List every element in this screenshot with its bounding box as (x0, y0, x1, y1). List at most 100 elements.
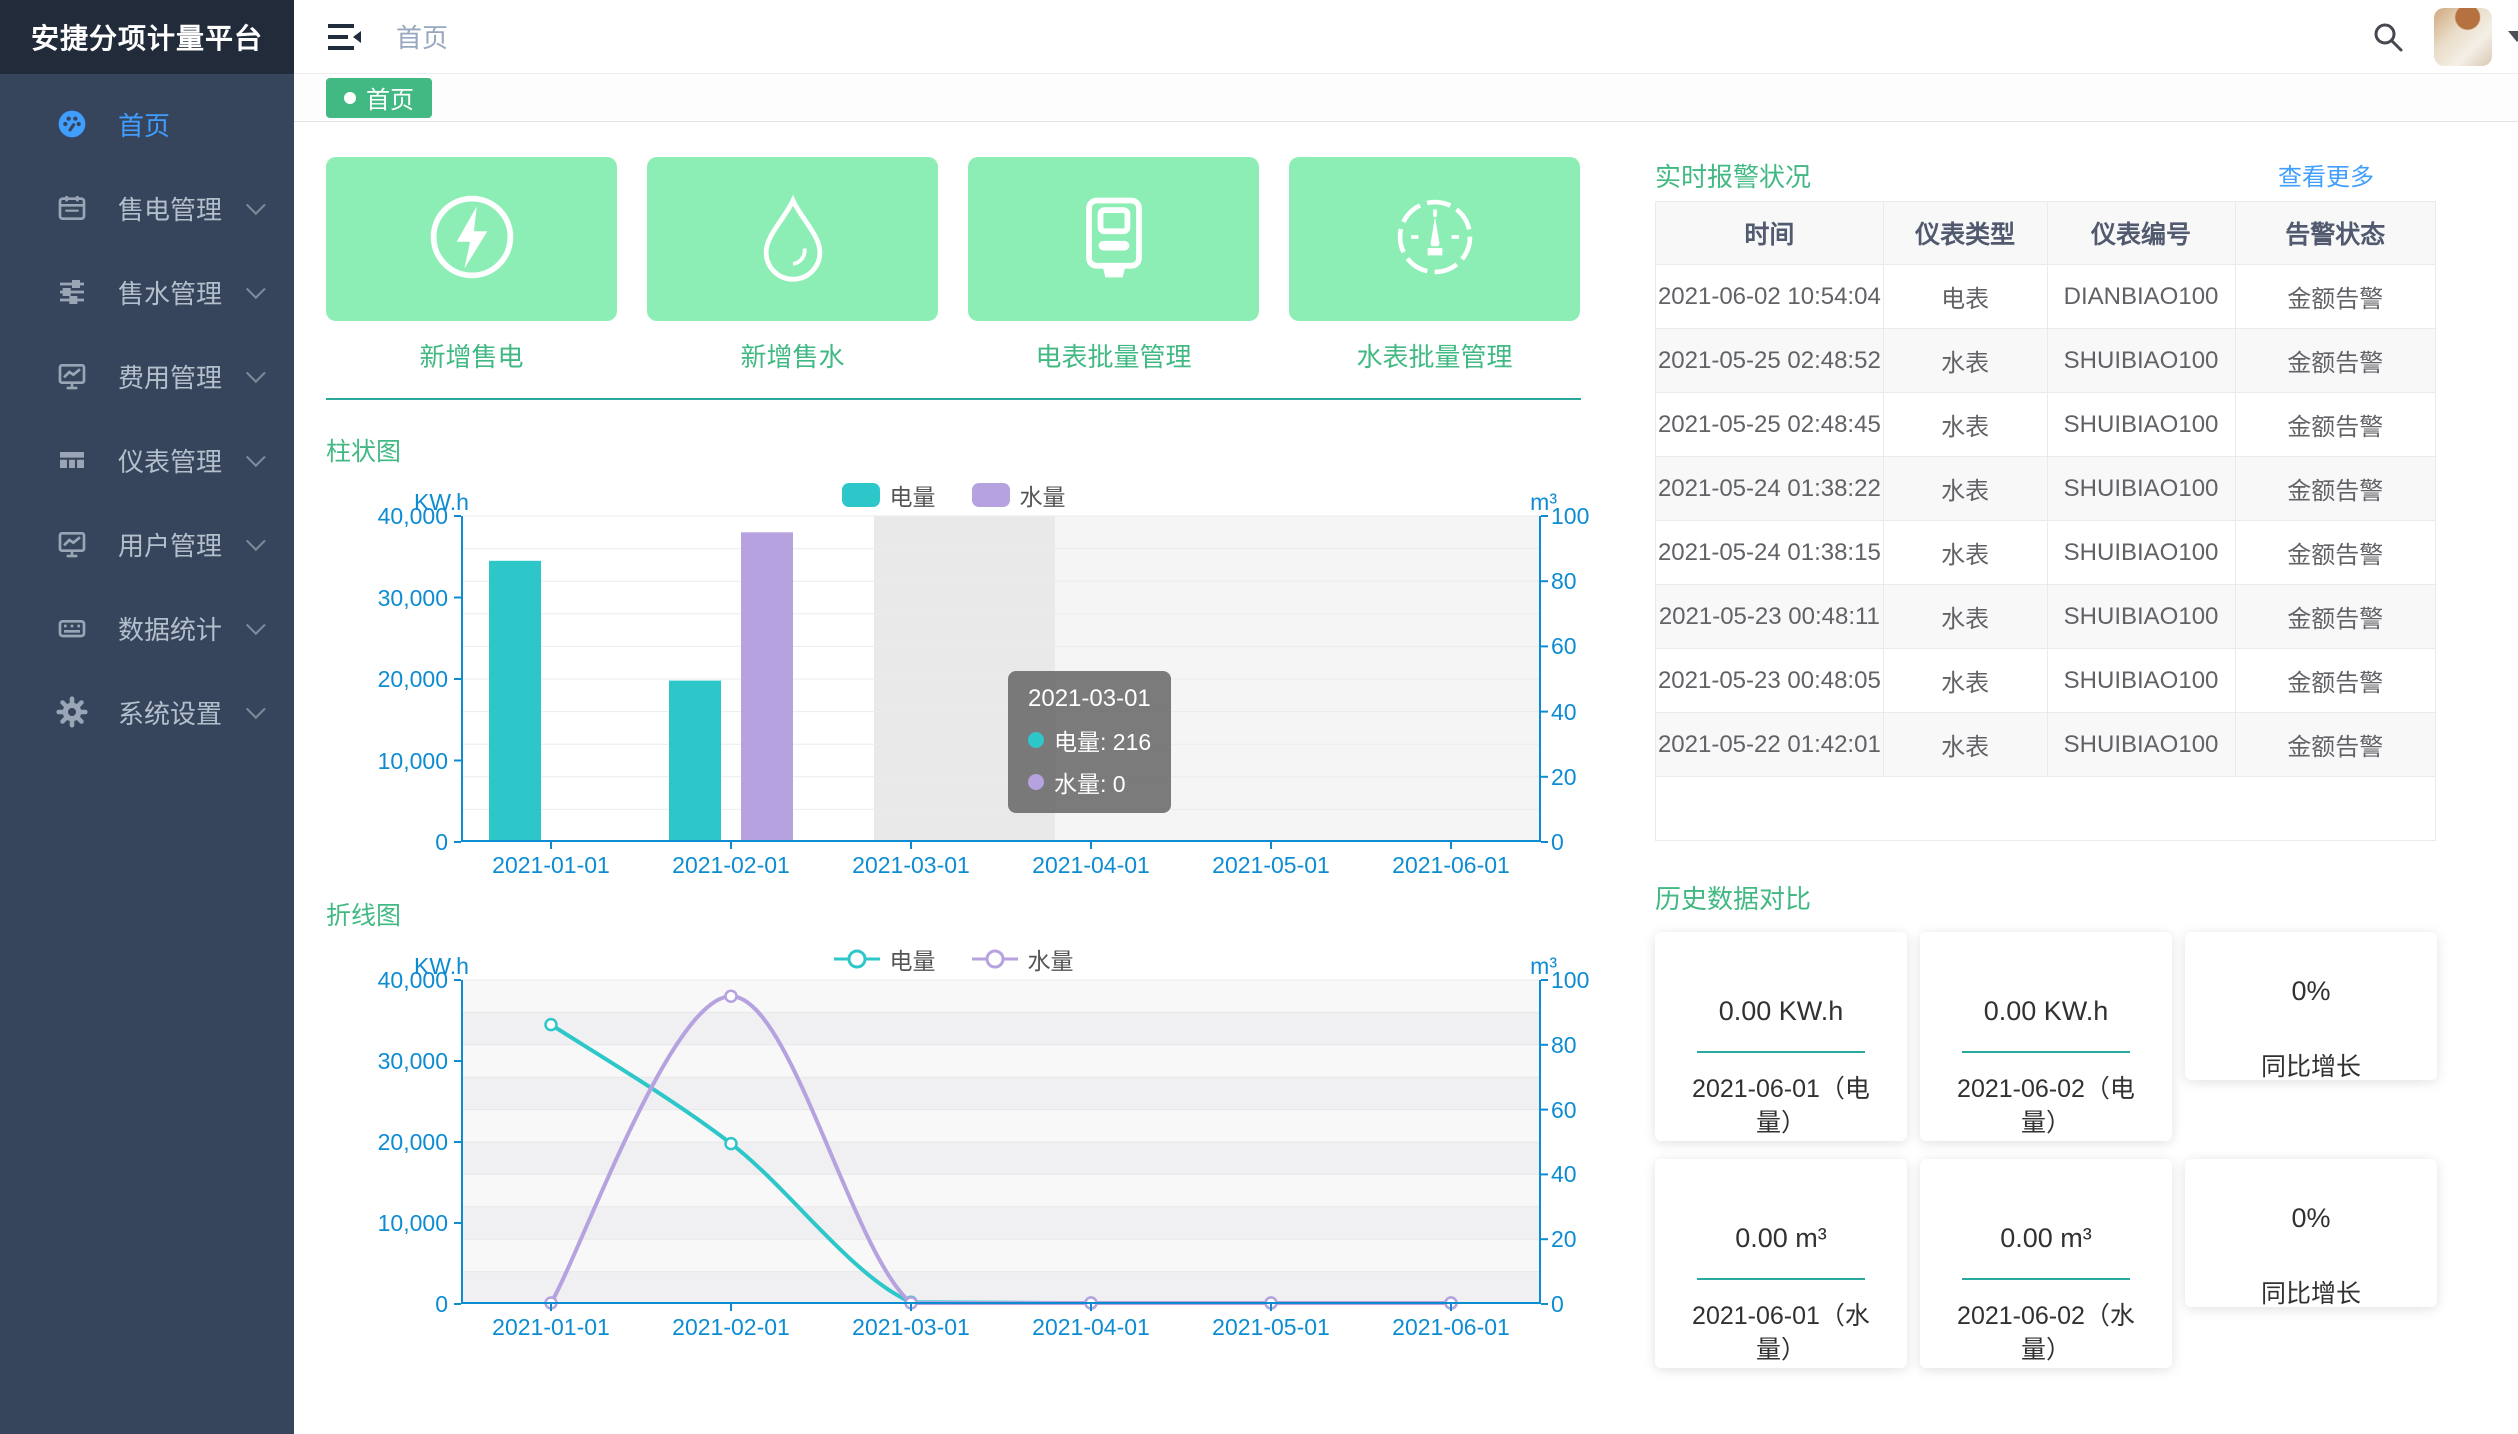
right-axis-tick-label: 60 (1551, 633, 1577, 660)
bar-chart-header: 电量 水量 KW.h m³ (326, 468, 1581, 516)
x-axis-tick-label: 2021-05-01 (1212, 852, 1330, 878)
line-chart-title: 折线图 (326, 902, 402, 930)
search-icon[interactable] (2372, 21, 2404, 53)
quick-action-label: 水表批量管理 (1356, 342, 1513, 372)
table-cell: 水表 (1882, 712, 2048, 777)
left-axis-tick-label: 40,000 (377, 503, 448, 529)
alarm-panel-head: 实时报警状况 查看更多 (1655, 157, 2436, 201)
table-cell: 2021-05-24 01:38:15 (1655, 520, 1884, 585)
bar-chart-legend: 电量 水量 (326, 478, 1581, 512)
right-axis-tick-label: 40 (1551, 698, 1577, 725)
history-card-value: 0% (2291, 976, 2331, 1006)
bar-chart-title: 柱状图 (326, 438, 402, 466)
table-empty-cell (1655, 776, 2436, 841)
history-card-label: 2021-06-02（电量） (1957, 1075, 2135, 1137)
table-cell: 金额告警 (2234, 456, 2437, 521)
table-cell: SHUIBIAO100 (2046, 392, 2236, 457)
divider (326, 398, 1581, 400)
legend-item-水量[interactable]: 水量 (971, 478, 1066, 512)
right-axis-tick-label: 20 (1551, 1226, 1577, 1253)
legend-swatch (841, 483, 880, 507)
chevron-down-icon (245, 531, 266, 552)
sidebar-item-0[interactable]: 首页 (0, 82, 294, 166)
avatar[interactable] (2434, 7, 2492, 66)
right-axis-tick-label: 80 (1551, 1031, 1577, 1058)
quick-action-1[interactable]: 新增售水 (647, 157, 938, 374)
quick-actions: 新增售电 新增售水 电表批量管理 水表批量管理 (326, 157, 1581, 374)
divider (1697, 1051, 1865, 1053)
line-chart-legend: 电量 水量 (326, 942, 1581, 976)
tag-label: 首页 (366, 87, 414, 114)
divider (1962, 1051, 2130, 1053)
table-row: 2021-06-02 10:54:04 电表 DIANBIAO100 金额告警 (1655, 264, 2437, 329)
table-cell: 2021-05-23 00:48:11 (1655, 584, 1884, 649)
history-card-2: 0% 同比增长 (2185, 932, 2437, 1081)
chevron-down-icon[interactable] (2508, 31, 2518, 42)
x-axis-tick-label: 2021-04-01 (1032, 1314, 1150, 1340)
table-cell: 2021-05-23 00:48:05 (1655, 648, 1884, 713)
grid-icon (56, 444, 88, 476)
table-cell: 金额告警 (2234, 520, 2437, 585)
hamburger-icon[interactable] (328, 23, 362, 51)
history-card-label: 同比增长 (2260, 1053, 2361, 1081)
quick-action-3[interactable]: 水表批量管理 (1289, 157, 1580, 374)
table-row: 2021-05-24 01:38:15 水表 SHUIBIAO100 金额告警 (1655, 520, 2437, 585)
table-row: 2021-05-23 00:48:05 水表 SHUIBIAO100 金额告警 (1655, 648, 2437, 713)
sidebar-item-3[interactable]: 费用管理 (0, 334, 294, 418)
x-axis-tick-label: 2021-02-01 (672, 852, 790, 878)
app-title: 安捷分项计量平台 (30, 23, 263, 54)
quick-action-tile (968, 157, 1259, 321)
table-cell: SHUIBIAO100 (2046, 456, 2236, 521)
table-row: 2021-05-23 00:48:11 水表 SHUIBIAO100 金额告警 (1655, 584, 2437, 649)
sidebar-item-label: 售电管理 (118, 194, 223, 225)
legend-item-电量[interactable]: 电量 (841, 478, 936, 512)
breadcrumb[interactable]: 首页 (396, 23, 449, 53)
table-cell: SHUIBIAO100 (2046, 328, 2236, 393)
table-cell: SHUIBIAO100 (2046, 584, 2236, 649)
x-axis-tick-label: 2021-03-01 (852, 852, 970, 878)
sidebar-item-6[interactable]: 数据统计 (0, 586, 294, 670)
tag-dot-icon (344, 91, 356, 104)
alarm-table: 时间 仪表类型 仪表编号 告警状态 2021-06-02 10:54:04 电表 DIAN… (1655, 201, 2437, 841)
table-row: 2021-05-24 01:38:22 水表 SHUIBIAO100 金额告警 (1655, 456, 2437, 521)
chevron-down-icon (245, 363, 266, 384)
bar-电量-1 (669, 680, 721, 842)
history-card-value: 0.00 m³ (2000, 1223, 2092, 1253)
table-cell: 金额告警 (2234, 392, 2437, 457)
sidebar-item-5[interactable]: 用户管理 (0, 502, 294, 586)
table-cell: 2021-05-24 01:38:22 (1655, 456, 1884, 521)
sidebar-item-7[interactable]: 系统设置 (0, 670, 294, 754)
left-axis-tick-label: 20,000 (377, 666, 448, 692)
x-axis-tick-label: 2021-06-01 (1392, 852, 1510, 878)
history-card-value: 0.00 KW.h (1983, 996, 2109, 1026)
legend-item-电量[interactable]: 电量 (833, 942, 936, 976)
sidebar-item-label: 系统设置 (118, 698, 223, 729)
gauge-icon (1389, 191, 1481, 288)
right-axis-tick-label: 100 (1551, 967, 1590, 993)
x-axis-tick-label: 2021-05-01 (1212, 1314, 1330, 1340)
sidebar-item-2[interactable]: 售水管理 (0, 250, 294, 334)
sliders-icon (56, 276, 88, 308)
chevron-down-icon (245, 279, 266, 300)
water-drop-icon (745, 189, 841, 290)
sidebar-item-1[interactable]: 售电管理 (0, 166, 294, 250)
alarm-table-header: 时间 仪表类型 仪表编号 告警状态 (1655, 201, 2437, 265)
history-card-label: 2021-06-02（水量） (1957, 1302, 2135, 1364)
left-axis-tick-label: 10,000 (377, 1210, 448, 1236)
legend-item-水量[interactable]: 水量 (971, 942, 1074, 976)
tag-home[interactable]: 首页 (326, 77, 432, 118)
left-axis-tick-label: 30,000 (377, 584, 448, 611)
sidebar-item-4[interactable]: 仪表管理 (0, 418, 294, 502)
quick-action-0[interactable]: 新增售电 (326, 157, 617, 374)
quick-action-2[interactable]: 电表批量管理 (968, 157, 1259, 374)
alarm-panel-title: 实时报警状况 (1655, 162, 1812, 192)
table-cell: 水表 (1882, 456, 2048, 521)
view-more-link[interactable]: 查看更多 (2278, 164, 2374, 191)
table-cell: 水表 (1882, 648, 2048, 713)
table-cell: 金额告警 (2234, 328, 2437, 393)
left-axis-tick-label: 40,000 (377, 967, 448, 993)
right-axis-tick-label: 80 (1551, 568, 1577, 595)
dashboard-icon (56, 108, 88, 140)
right-axis-tick-label: 60 (1551, 1096, 1577, 1123)
